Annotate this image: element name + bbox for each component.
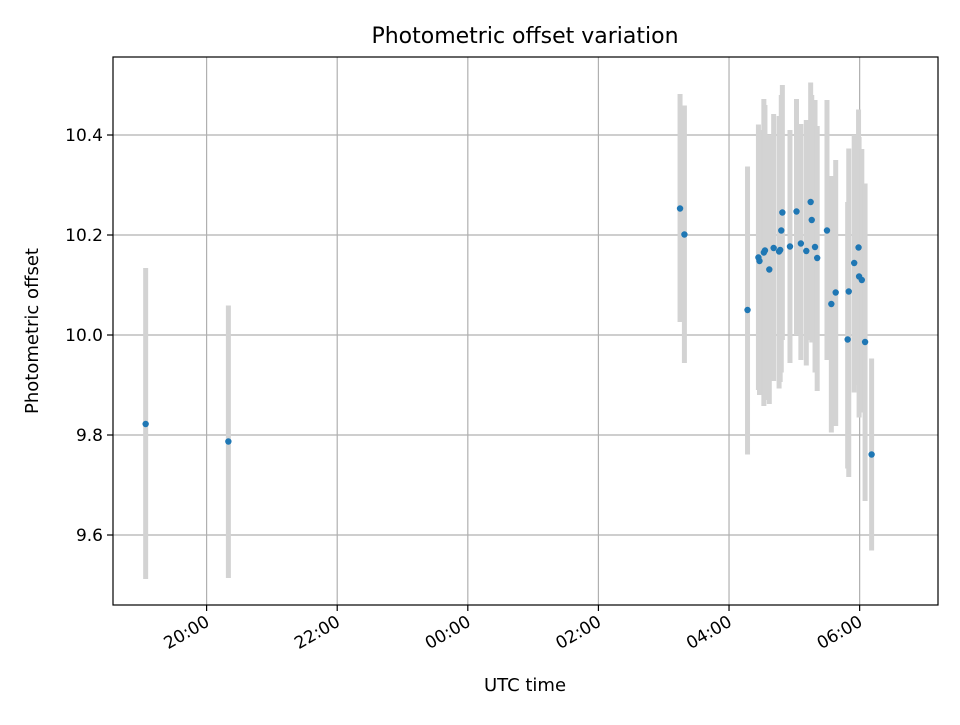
data-point — [828, 300, 835, 308]
chart-title: Photometric offset variation — [371, 24, 678, 49]
data-point — [850, 259, 858, 267]
data-point — [761, 247, 769, 254]
data-point — [803, 247, 810, 255]
x-axis-label: UTC time — [484, 675, 566, 696]
data-point — [744, 306, 751, 314]
data-point — [676, 205, 684, 212]
data-point — [807, 198, 814, 206]
y-tick-label: 10.0 — [65, 326, 103, 346]
data-point — [778, 227, 785, 234]
data-point — [797, 240, 805, 247]
data-point — [811, 243, 819, 251]
data-point — [225, 438, 232, 445]
data-point — [770, 244, 777, 252]
data-point — [142, 420, 149, 428]
data-point — [808, 216, 815, 224]
data-point — [823, 227, 831, 234]
y-axis-ticks: 9.6 9.8 10.0 10.2 10.4 — [65, 126, 113, 546]
data-point — [793, 208, 800, 215]
data-point — [776, 246, 784, 254]
data-point — [832, 289, 839, 296]
data-points — [142, 198, 875, 458]
data-point — [779, 209, 786, 216]
data-point — [786, 243, 794, 250]
data-point — [855, 244, 862, 251]
data-point — [681, 231, 688, 238]
y-tick-label: 10.4 — [65, 126, 103, 146]
data-point — [766, 266, 773, 273]
data-point — [861, 338, 869, 346]
data-point — [844, 336, 851, 343]
y-tick-label: 10.2 — [65, 226, 103, 246]
data-point — [845, 288, 852, 295]
data-point — [868, 451, 875, 458]
plot-frame — [112, 56, 939, 606]
data-point — [858, 276, 866, 284]
data-point — [813, 254, 821, 262]
data-point — [756, 257, 763, 265]
y-tick-label: 9.8 — [76, 426, 103, 446]
y-axis-label: Photometric offset — [22, 248, 43, 414]
y-tick-label: 9.6 — [76, 526, 103, 546]
